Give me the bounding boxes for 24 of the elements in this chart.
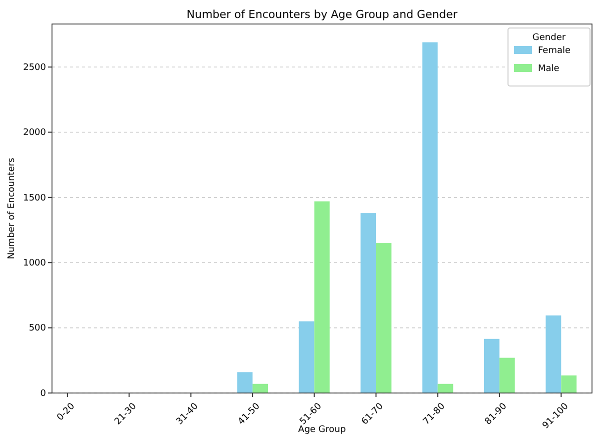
- bar: [484, 338, 500, 393]
- bar: [438, 384, 454, 393]
- legend-label: Male: [538, 64, 560, 74]
- bar: [314, 201, 330, 393]
- bar: [252, 384, 268, 393]
- bar: [499, 358, 515, 393]
- bar: [360, 213, 376, 393]
- bar: [376, 243, 392, 393]
- legend-label: Female: [538, 46, 572, 56]
- y-tick-label: 1500: [23, 193, 46, 204]
- x-axis-title: Age Group: [298, 425, 346, 435]
- bar: [422, 42, 438, 393]
- y-tick-label: 2000: [23, 128, 46, 138]
- chart-title: Number of Encounters by Age Group and Gender: [186, 8, 458, 21]
- bar: [237, 372, 253, 393]
- y-tick-label: 500: [28, 324, 46, 334]
- y-axis-title: Number of Encounters: [7, 158, 17, 260]
- y-tick-label: 1000: [23, 258, 46, 268]
- y-tick-label: 2500: [23, 62, 46, 73]
- bar: [561, 375, 577, 393]
- bar: [298, 321, 314, 393]
- legend-title: Gender: [532, 33, 566, 43]
- y-tick-label: 0: [40, 388, 46, 399]
- bar: [546, 315, 562, 393]
